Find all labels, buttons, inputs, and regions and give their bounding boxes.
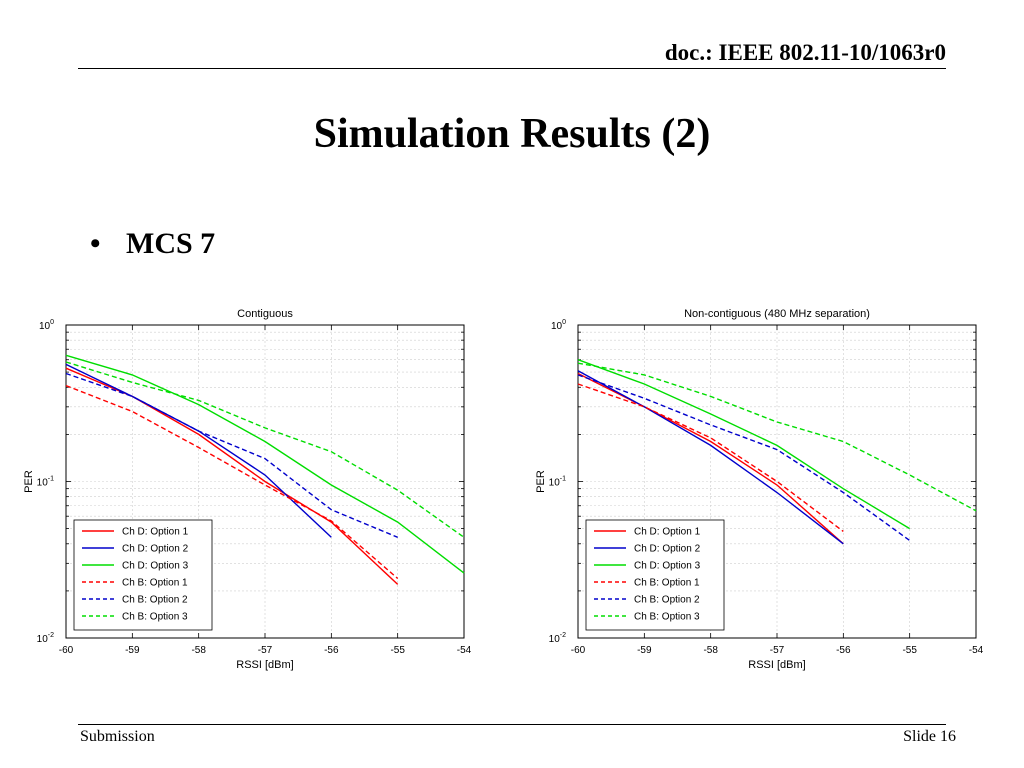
legend-label: Ch D: Option 1 bbox=[122, 527, 189, 538]
y-axis-label: PER bbox=[23, 470, 35, 493]
legend-box bbox=[585, 519, 725, 631]
slide-title: Simulation Results (2) bbox=[313, 111, 711, 157]
y-tick-label: 10-2 bbox=[549, 632, 566, 645]
x-tick-label: -59 bbox=[637, 645, 652, 656]
legend-label: Ch B: Option 3 bbox=[634, 612, 700, 623]
legend-label: Ch B: Option 3 bbox=[122, 612, 188, 623]
y-tick-label: 10-1 bbox=[37, 476, 54, 489]
x-tick-label: -56 bbox=[836, 645, 851, 656]
legend-label: Ch D: Option 3 bbox=[634, 561, 701, 572]
legend-label: Ch B: Option 1 bbox=[122, 578, 188, 589]
series-line bbox=[577, 362, 977, 512]
series-line bbox=[65, 354, 465, 574]
x-tick-label: -60 bbox=[571, 645, 586, 656]
legend-label: Ch D: Option 1 bbox=[634, 527, 701, 538]
x-axis-label: RSSI [dBm] bbox=[236, 659, 293, 671]
x-tick-label: -58 bbox=[191, 645, 206, 656]
chart-title: Non-contiguous (480 MHz separation) bbox=[684, 308, 870, 320]
legend-label: Ch D: Option 3 bbox=[122, 561, 189, 572]
y-tick-label: 10-2 bbox=[37, 632, 54, 645]
y-axis-label: PER bbox=[535, 470, 547, 493]
y-tick-label: 100 bbox=[551, 319, 566, 332]
legend-label: Ch D: Option 2 bbox=[634, 544, 701, 555]
series-line bbox=[65, 361, 465, 538]
legend-box bbox=[73, 519, 213, 631]
chart-non-contiguous: -60 -59 -58 -57 -56 -55 -54 100 10-1 10-2 Non-cont… bbox=[535, 308, 984, 671]
bullet-dot: • bbox=[90, 227, 101, 260]
series-line bbox=[577, 374, 911, 542]
y-tick-label: 10-1 bbox=[549, 476, 566, 489]
footer-rule bbox=[78, 724, 946, 725]
y-tick-label: 100 bbox=[39, 319, 54, 332]
chart-title: Contiguous bbox=[237, 308, 293, 320]
bullet-text: MCS 7 bbox=[126, 227, 216, 260]
x-tick-label: -60 bbox=[59, 645, 74, 656]
x-tick-label: -58 bbox=[703, 645, 718, 656]
header-rule bbox=[78, 68, 946, 69]
document-id: doc.: IEEE 802.11-10/1063r0 bbox=[664, 40, 946, 65]
x-tick-label: -55 bbox=[902, 645, 917, 656]
series-line bbox=[577, 372, 844, 545]
slide-number: Slide 16 bbox=[903, 728, 956, 745]
series-line bbox=[577, 383, 844, 532]
series-line bbox=[577, 359, 911, 530]
x-tick-label: -56 bbox=[324, 645, 339, 656]
x-tick-label: -57 bbox=[770, 645, 785, 656]
x-axis-label: RSSI [dBm] bbox=[748, 659, 805, 671]
legend-label: Ch B: Option 2 bbox=[634, 595, 700, 606]
legend-label: Ch B: Option 1 bbox=[634, 578, 700, 589]
series-line bbox=[577, 370, 844, 545]
legend-label: Ch D: Option 2 bbox=[122, 544, 189, 555]
x-tick-label: -57 bbox=[258, 645, 273, 656]
bullet-item: • MCS 7 bbox=[90, 227, 215, 261]
series-line bbox=[65, 384, 399, 580]
legend-label: Ch B: Option 2 bbox=[122, 595, 188, 606]
x-tick-label: -54 bbox=[457, 645, 472, 656]
series-line bbox=[65, 372, 398, 538]
x-tick-label: -55 bbox=[390, 645, 405, 656]
x-tick-label: -59 bbox=[125, 645, 140, 656]
footer-submission: Submission bbox=[80, 728, 155, 745]
x-tick-label: -54 bbox=[969, 645, 984, 656]
chart-contiguous: -60 -59 -58 -57 -56 -55 -54 100 10-1 10-2 Contiguo… bbox=[23, 308, 472, 671]
